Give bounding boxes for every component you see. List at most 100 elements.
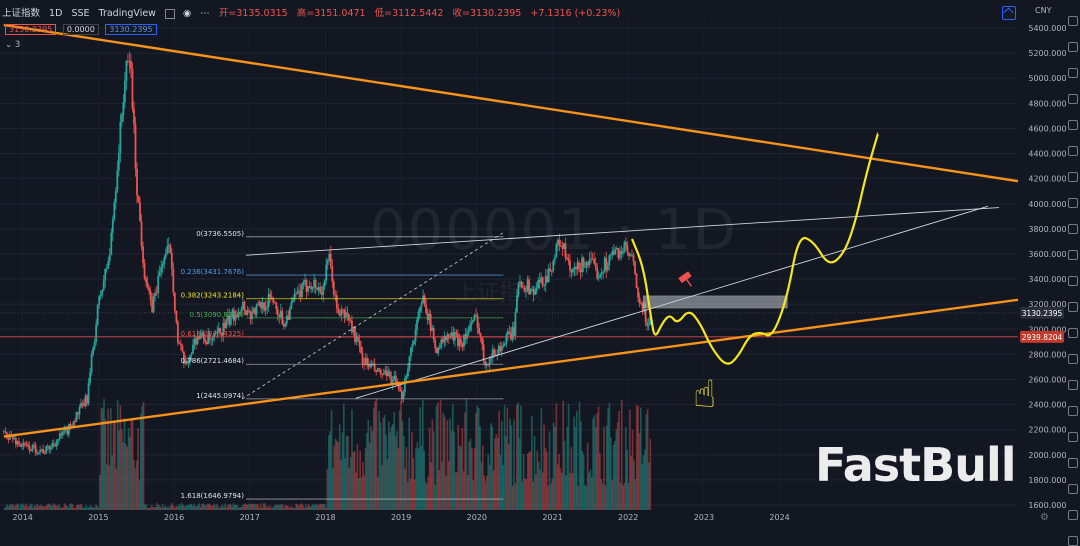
toolbar-icon[interactable] xyxy=(1068,68,1078,78)
volume-bar xyxy=(370,426,372,510)
volume-bar xyxy=(272,507,274,510)
volume-bar xyxy=(36,503,39,510)
toolbar-icon[interactable] xyxy=(1068,198,1078,208)
volume-bar xyxy=(167,507,169,510)
volume-bar xyxy=(101,408,104,510)
volume-bar xyxy=(487,454,490,510)
candle-body xyxy=(364,357,367,365)
volume-bar xyxy=(199,507,202,510)
symbol-name[interactable]: 上证指数 xyxy=(2,8,41,19)
candle-body xyxy=(130,60,132,69)
volume-bar xyxy=(298,506,300,510)
volume-bar xyxy=(39,504,41,510)
volume-bar xyxy=(367,419,370,510)
toolbar-icon[interactable] xyxy=(1068,510,1078,520)
toolbar-icon[interactable] xyxy=(1068,94,1078,104)
candle-body xyxy=(322,286,325,295)
toolbar-icon[interactable] xyxy=(1068,16,1078,26)
bid-price[interactable]: 3130.2395 xyxy=(5,24,57,35)
candle-body xyxy=(211,337,214,341)
volume-bar xyxy=(446,420,449,510)
candle-body xyxy=(78,407,81,415)
volume-bar xyxy=(625,426,627,510)
candle-body xyxy=(292,300,294,302)
more-icon[interactable]: ⋯ xyxy=(200,8,210,19)
candle-body xyxy=(393,375,396,381)
volume-bar xyxy=(562,400,564,510)
volume-bar xyxy=(287,505,289,510)
candle-body xyxy=(349,320,352,322)
toolbar-icon[interactable] xyxy=(1068,42,1078,52)
candle-body xyxy=(340,309,343,316)
volume-bar xyxy=(492,470,495,510)
volume-bar xyxy=(67,507,70,510)
toolbar-icon[interactable] xyxy=(1068,536,1078,546)
candle-body xyxy=(402,391,405,399)
price-chart[interactable]: 5400.0000 5200.0000 5000.0000 4800.0000 4600… xyxy=(0,0,1080,525)
toolbar-icon[interactable] xyxy=(1068,172,1078,182)
candle-body xyxy=(629,254,632,256)
volume-bar xyxy=(33,505,36,510)
volume-bar xyxy=(528,451,530,510)
toolbar-icon[interactable] xyxy=(1068,276,1078,286)
ask-price[interactable]: 3130.2395 xyxy=(105,24,157,35)
volume-bar xyxy=(531,415,533,510)
volume-bar xyxy=(77,504,79,510)
toolbar-icon[interactable] xyxy=(1068,354,1078,364)
candle-body xyxy=(295,293,297,295)
ohlc-close: 收=3130.2395 xyxy=(452,8,522,19)
volume-bar xyxy=(157,504,160,510)
volume-bar xyxy=(134,468,137,510)
toolbar-icon[interactable] xyxy=(1068,484,1078,494)
volume-bar xyxy=(550,483,552,510)
x-tick-label: 2023 xyxy=(694,513,714,522)
candle-body xyxy=(260,302,263,309)
eye-icon[interactable]: ◉ xyxy=(183,8,192,19)
toolbar-icon[interactable] xyxy=(1068,406,1078,416)
volume-bar xyxy=(277,505,280,510)
volume-bar xyxy=(364,447,367,510)
volume-bar xyxy=(234,505,236,510)
volume-bar xyxy=(171,503,173,510)
volume-bar xyxy=(189,504,191,510)
volume-bar xyxy=(227,504,229,510)
toolbar-icon[interactable] xyxy=(1068,432,1078,442)
toolbar-icon[interactable] xyxy=(1068,224,1078,234)
candle-body xyxy=(98,296,101,305)
candle-body xyxy=(269,293,272,297)
toolbar-icon[interactable] xyxy=(1068,146,1078,156)
toolbar-icon[interactable] xyxy=(1068,328,1078,338)
candle-body xyxy=(243,301,246,311)
square-icon[interactable] xyxy=(164,8,175,19)
candle-body xyxy=(535,288,538,292)
candle-body xyxy=(582,257,585,268)
candle-body xyxy=(54,444,57,447)
volume-bar xyxy=(313,505,315,510)
volume-bar xyxy=(585,485,588,510)
candle-body xyxy=(273,302,276,304)
candle-body xyxy=(172,268,175,293)
volume-bar xyxy=(115,468,118,510)
volume-bar xyxy=(419,407,421,510)
volume-bar xyxy=(176,506,179,510)
drawing-tool-icon[interactable] xyxy=(1002,6,1016,20)
interval[interactable]: 1D xyxy=(49,8,63,19)
indicator-toggle[interactable]: ⌄ 3 xyxy=(5,40,21,50)
candle-body xyxy=(647,324,650,326)
candle-body xyxy=(148,288,151,292)
toolbar-icon[interactable] xyxy=(1068,250,1078,260)
candle-body xyxy=(89,372,91,383)
candle-body xyxy=(125,60,128,81)
candle-body xyxy=(649,315,652,325)
toolbar-icon[interactable] xyxy=(1068,302,1078,312)
toolbar-icon[interactable] xyxy=(1068,380,1078,390)
volume-bar xyxy=(266,505,269,510)
volume-bar xyxy=(386,459,389,510)
candle-body xyxy=(435,348,438,354)
volume-bar xyxy=(494,438,496,510)
candle-body xyxy=(500,346,503,352)
candle-body xyxy=(569,260,571,271)
toolbar-icon[interactable] xyxy=(1068,120,1078,130)
candle-body xyxy=(591,258,594,260)
toolbar-icon[interactable] xyxy=(1068,458,1078,468)
